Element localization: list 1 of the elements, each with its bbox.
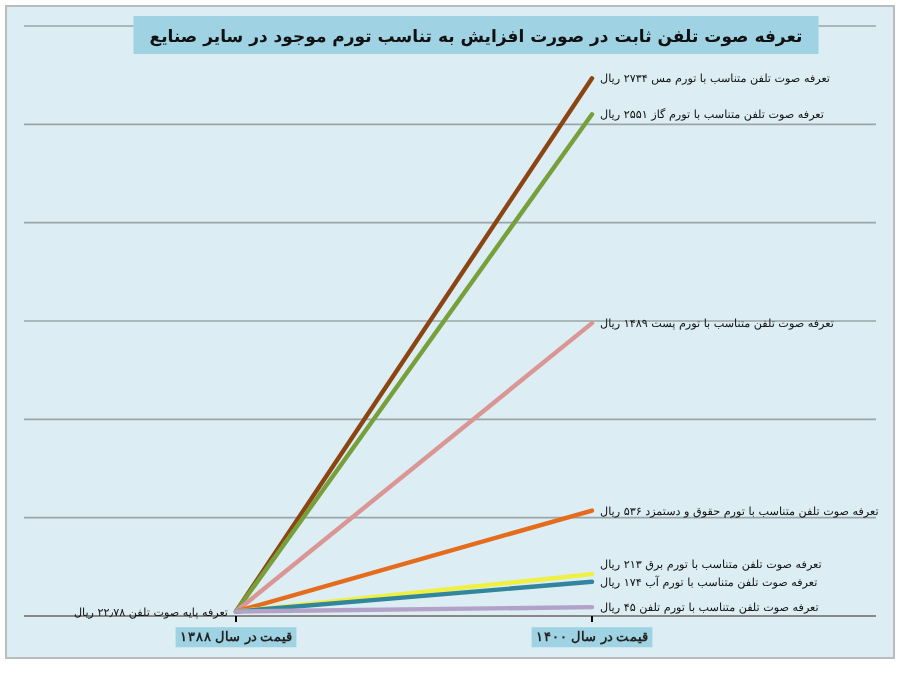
chart-title: تعرفه صوت تلفن ثابت در صورت افزایش به تناسب تورم موجود در سایر صنایع: [149, 28, 803, 48]
